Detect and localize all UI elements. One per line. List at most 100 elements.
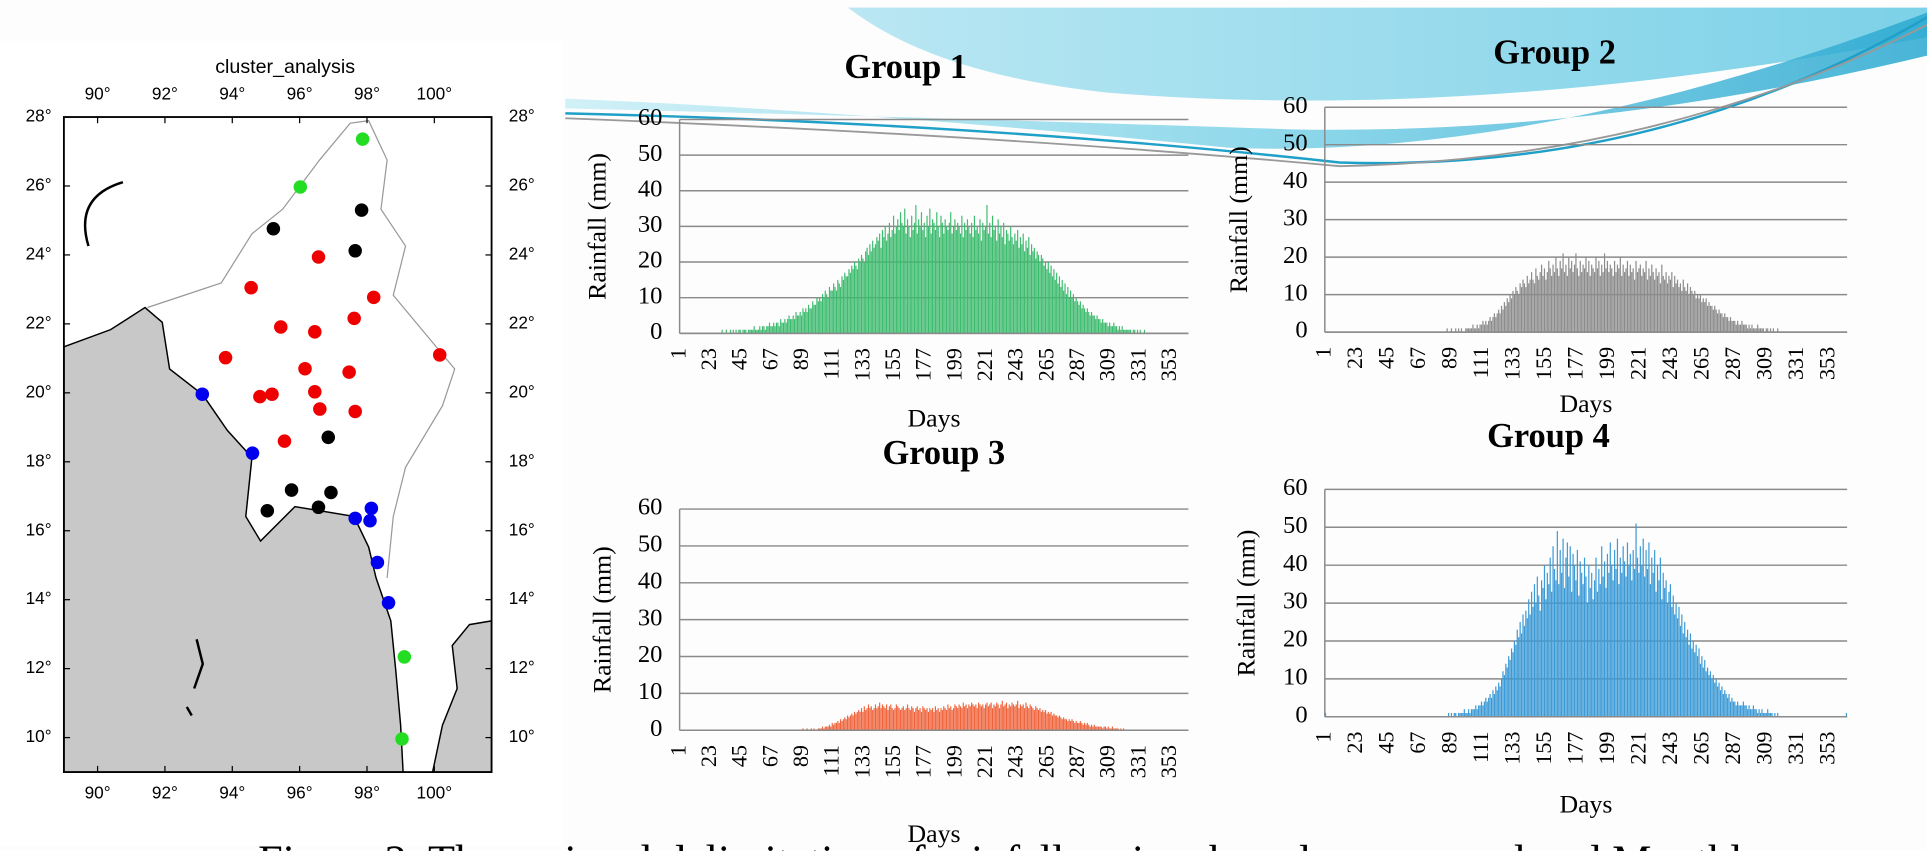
- station-point: [371, 556, 385, 570]
- bar: [940, 708, 941, 730]
- bar: [1524, 626, 1525, 717]
- bar: [1747, 709, 1748, 717]
- bar: [965, 230, 966, 333]
- x-tick-label: 45: [727, 745, 752, 767]
- bar: [1634, 569, 1635, 717]
- bar: [1528, 283, 1529, 332]
- bar: [911, 216, 912, 334]
- x-tick-label: 100°: [417, 783, 453, 803]
- bar: [862, 712, 863, 730]
- bar: [1731, 321, 1732, 332]
- bar: [1620, 558, 1621, 717]
- bar: [1585, 577, 1586, 717]
- y-tick-label: 60: [1283, 92, 1308, 119]
- x-tick-label: 331: [1783, 732, 1808, 765]
- bar: [1703, 668, 1704, 717]
- bar: [911, 706, 912, 730]
- bar: [1021, 244, 1022, 333]
- station-point: [285, 483, 299, 497]
- x-tick-label: 111: [1468, 347, 1493, 379]
- bar: [1540, 611, 1541, 717]
- bar: [1488, 698, 1489, 717]
- bar: [1492, 690, 1493, 717]
- bar: [885, 226, 886, 333]
- station-point: [313, 402, 327, 416]
- station-point: [348, 244, 362, 258]
- bar: [830, 291, 831, 334]
- bar: [975, 704, 976, 730]
- bar: [1617, 265, 1618, 332]
- bar: [931, 710, 932, 730]
- bar: [1053, 269, 1054, 333]
- bar: [795, 312, 796, 333]
- bar: [978, 234, 979, 334]
- x-tick-label: 155: [880, 745, 905, 778]
- bar: [957, 223, 958, 333]
- bar: [864, 706, 865, 730]
- y-tick-label: 22°: [509, 312, 535, 332]
- bar: [1645, 550, 1646, 717]
- bar: [1521, 633, 1522, 716]
- bar: [1570, 546, 1571, 717]
- bar: [1049, 273, 1050, 334]
- bar: [1638, 268, 1639, 332]
- bar: [1643, 268, 1644, 332]
- bar: [1011, 703, 1012, 731]
- bar: [837, 280, 838, 333]
- bar: [1756, 709, 1757, 717]
- station-point: [433, 348, 447, 362]
- bar: [965, 704, 966, 730]
- bar: [1000, 226, 1001, 333]
- bar: [1667, 603, 1668, 717]
- bar: [875, 244, 876, 333]
- bar: [1006, 703, 1007, 731]
- bar: [1088, 312, 1089, 333]
- bar: [1718, 310, 1719, 332]
- bar: [938, 708, 939, 730]
- bar: [1527, 618, 1528, 717]
- bar: [1112, 326, 1113, 333]
- bar: [921, 212, 922, 333]
- bar: [1060, 717, 1061, 730]
- bar: [1707, 306, 1708, 332]
- bar: [968, 704, 969, 730]
- bar: [1056, 273, 1057, 334]
- bar: [1650, 276, 1651, 332]
- bar: [1701, 656, 1702, 717]
- x-tick-label: 111: [1468, 732, 1493, 764]
- bar: [1542, 276, 1543, 332]
- y-tick-label: 40: [638, 175, 663, 202]
- x-axis-label: Days: [907, 404, 960, 433]
- bar: [1532, 607, 1533, 717]
- x-tick-label: 243: [1657, 732, 1682, 765]
- bar: [833, 725, 834, 731]
- bar: [949, 708, 950, 730]
- bar: [1654, 280, 1655, 332]
- y-tick-label: 24°: [509, 243, 535, 263]
- bar: [1051, 712, 1052, 730]
- bar: [1694, 291, 1695, 332]
- bar: [791, 319, 792, 333]
- bar: [1630, 554, 1631, 717]
- bar: [933, 223, 934, 333]
- bar: [847, 716, 848, 731]
- bar: [977, 226, 978, 333]
- bar: [1698, 649, 1699, 717]
- bar: [1668, 276, 1669, 332]
- y-tick-label: 30: [1283, 588, 1308, 615]
- bar: [1687, 630, 1688, 717]
- bar: [1059, 716, 1060, 731]
- bar: [1551, 276, 1552, 332]
- bar: [850, 273, 851, 334]
- bar: [773, 323, 774, 334]
- bar: [1053, 714, 1054, 731]
- bar: [823, 298, 824, 334]
- bar: [904, 209, 905, 334]
- bar: [1017, 230, 1018, 333]
- bar: [1757, 325, 1758, 332]
- bar: [1512, 652, 1513, 716]
- bar: [1610, 542, 1611, 716]
- bar: [832, 723, 833, 730]
- bar: [868, 704, 869, 730]
- bar: [1604, 253, 1605, 332]
